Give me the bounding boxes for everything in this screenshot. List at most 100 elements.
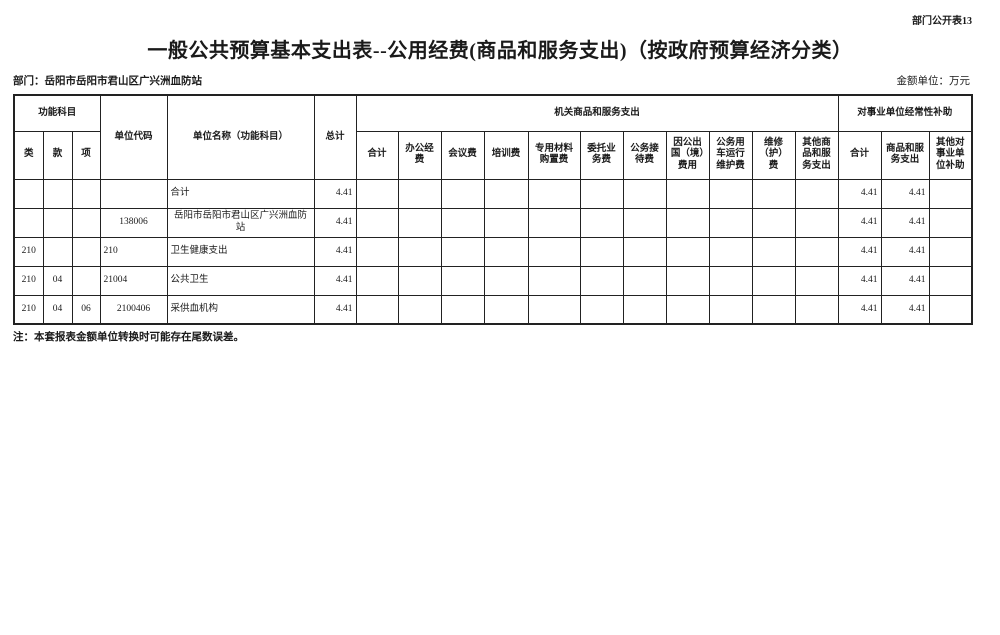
cell-func-class: 210: [13, 236, 44, 267]
header-org-col-repair: 维修（护）费: [751, 130, 796, 180]
cell-org-value: [751, 207, 796, 238]
cell-func-class: [13, 178, 44, 209]
cell-org-value: [751, 236, 796, 267]
cell-subsidy-value: [928, 236, 973, 267]
table-row: 210 210 卫生健康支出 4.41 4.41 4.41: [13, 236, 973, 267]
table-row: 138006 岳阳市岳阳市君山区广兴洲血防站 4.41 4.41 4.41: [13, 207, 973, 238]
cell-org-value: [794, 236, 839, 267]
cell-org-value: [355, 294, 399, 325]
cell-org-value: [794, 294, 839, 325]
cell-org-value: [527, 265, 581, 296]
cell-func-class: 210: [13, 294, 44, 325]
page-title: 一般公共预算基本支出表--公用经费(商品和服务支出)（按政府预算经济分类）: [147, 40, 853, 62]
cell-org-value: [622, 207, 667, 238]
cell-func-item: 06: [71, 294, 101, 325]
header-org-col-office: 办公经费: [397, 130, 442, 180]
cell-func-section: [42, 207, 73, 238]
header-subsidy-col-other: 其他对事业单位补助: [928, 130, 973, 180]
table-header: 功能科目 单位代码 单位名称（功能科目） 总计 机关商品和服务支出 对事业单位经…: [13, 94, 973, 180]
header-func-category-group: 功能科目: [13, 94, 101, 132]
cell-org-value: [440, 294, 485, 325]
cell-unit-name: 岳阳市岳阳市君山区广兴洲血防站: [166, 207, 315, 238]
cell-org-value: [483, 265, 529, 296]
cell-org-value: [622, 294, 667, 325]
header-func-item: 项: [71, 130, 101, 180]
cell-org-value: [527, 207, 581, 238]
header-func-class: 类: [13, 130, 44, 180]
cell-unit-code: [99, 178, 168, 209]
cell-subsidy-value: 4.41: [837, 178, 882, 209]
corner-table-number: 部门公开表13: [912, 16, 972, 27]
header-org-col-reception: 公务接待费: [622, 130, 667, 180]
header-subsidy-group: 对事业单位经常性补助: [837, 94, 973, 132]
cell-org-value: [622, 265, 667, 296]
cell-org-value: [708, 236, 753, 267]
header-org-col-training: 培训费: [483, 130, 529, 180]
cell-org-value: [708, 294, 753, 325]
cell-org-value: [665, 236, 710, 267]
cell-org-value: [527, 236, 581, 267]
cell-subsidy-value: 4.41: [880, 265, 930, 296]
cell-org-value: [355, 178, 399, 209]
cell-grand-total: 4.41: [313, 236, 357, 267]
cell-subsidy-value: 4.41: [837, 294, 882, 325]
header-unit-code: 单位代码: [99, 94, 168, 180]
cell-org-value: [622, 236, 667, 267]
header-org-goods-services-group: 机关商品和服务支出: [355, 94, 839, 132]
cell-org-value: [708, 265, 753, 296]
cell-subsidy-value: [928, 265, 973, 296]
table-row: 合计 4.41 4.41 4.41: [13, 178, 973, 209]
cell-func-item: [71, 178, 101, 209]
header-org-col-meeting: 会议费: [440, 130, 485, 180]
cell-unit-name: 采供血机构: [166, 294, 315, 325]
cell-org-value: [397, 178, 442, 209]
cell-func-item: [71, 236, 101, 267]
cell-org-value: [665, 207, 710, 238]
cell-unit-code: 138006: [99, 207, 168, 238]
cell-org-value: [751, 265, 796, 296]
cell-org-value: [665, 265, 710, 296]
cell-subsidy-value: 4.41: [837, 207, 882, 238]
cell-org-value: [527, 294, 581, 325]
cell-org-value: [579, 294, 624, 325]
cell-org-value: [355, 207, 399, 238]
cell-org-value: [440, 236, 485, 267]
cell-org-value: [794, 178, 839, 209]
cell-subsidy-value: 4.41: [880, 236, 930, 267]
header-org-col-vehicle: 公务用车运行维护费: [708, 130, 753, 180]
cell-org-value: [665, 178, 710, 209]
cell-func-item: [71, 207, 101, 238]
cell-unit-code: 210: [99, 236, 168, 267]
cell-org-value: [708, 207, 753, 238]
table-row: 210 04 21004 公共卫生 4.41 4.41 4.41: [13, 265, 973, 296]
cell-org-value: [751, 178, 796, 209]
cell-subsidy-value: 4.41: [837, 265, 882, 296]
table-row: 210 04 06 2100406 采供血机构 4.41 4.41 4.41: [13, 294, 973, 325]
amount-unit-label: 金额单位：万元: [896, 76, 971, 87]
cell-unit-name: 合计: [166, 178, 315, 209]
cell-org-value: [665, 294, 710, 325]
header-org-col-abroad: 因公出国（境）费用: [665, 130, 710, 180]
cell-org-value: [483, 294, 529, 325]
cell-org-value: [397, 236, 442, 267]
cell-org-value: [483, 207, 529, 238]
header-grand-total: 总计: [313, 94, 357, 180]
cell-org-value: [579, 265, 624, 296]
cell-subsidy-value: [928, 294, 973, 325]
header-func-section: 款: [42, 130, 73, 180]
cell-org-value: [440, 265, 485, 296]
cell-unit-name: 公共卫生: [166, 265, 315, 296]
cell-org-value: [440, 178, 485, 209]
cell-org-value: [794, 265, 839, 296]
cell-org-value: [483, 178, 529, 209]
cell-grand-total: 4.41: [313, 178, 357, 209]
cell-org-value: [622, 178, 667, 209]
cell-subsidy-value: 4.41: [880, 178, 930, 209]
cell-unit-code: 2100406: [99, 294, 168, 325]
cell-func-section: [42, 236, 73, 267]
header-subsidy-col-total: 合计: [837, 130, 882, 180]
cell-org-value: [397, 207, 442, 238]
header-org-col-entrusted: 委托业务费: [579, 130, 624, 180]
cell-grand-total: 4.41: [313, 207, 357, 238]
cell-subsidy-value: [928, 207, 973, 238]
